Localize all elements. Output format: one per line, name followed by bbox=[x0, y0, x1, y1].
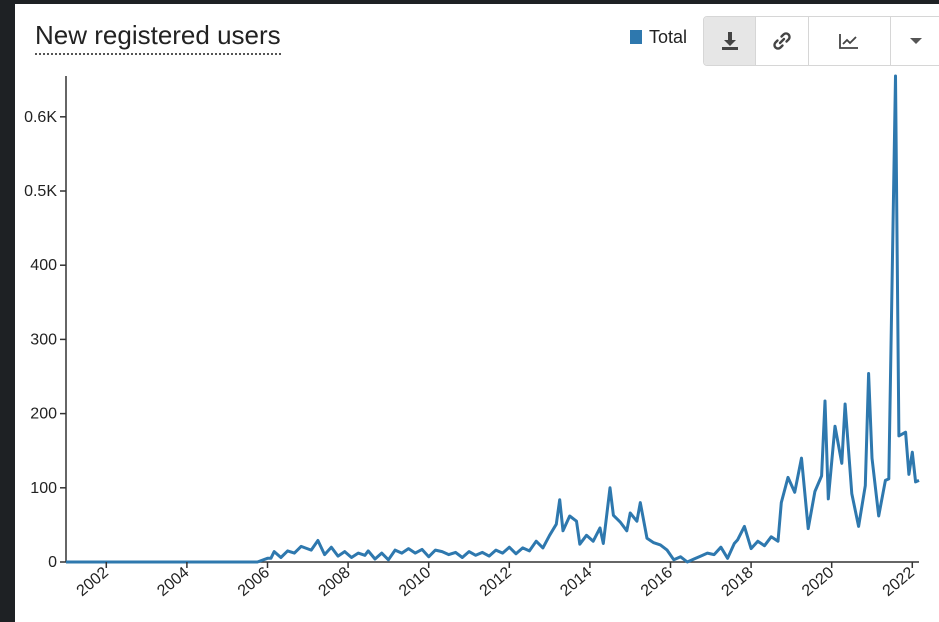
download-icon bbox=[721, 32, 738, 50]
legend-label-total: Total bbox=[649, 26, 688, 47]
x-tick-label: 2018 bbox=[718, 564, 756, 600]
x-tick-label: 2008 bbox=[315, 564, 353, 600]
download-button[interactable] bbox=[704, 17, 757, 65]
y-tick-label: 0.6K bbox=[24, 109, 57, 126]
line-chart-icon bbox=[839, 34, 859, 49]
x-tick-label: 2014 bbox=[557, 564, 595, 600]
chart-panel: New registered users Total bbox=[15, 4, 939, 622]
chart-type-button[interactable] bbox=[809, 17, 891, 65]
x-tick-label: 2004 bbox=[154, 564, 192, 600]
x-tick-label: 2022 bbox=[880, 564, 918, 600]
x-tick-label: 2020 bbox=[799, 564, 837, 600]
x-tick-label: 2002 bbox=[74, 564, 112, 600]
x-tick-label: 2016 bbox=[638, 564, 676, 600]
chart-title: New registered users bbox=[35, 18, 281, 55]
x-tick-label: 2010 bbox=[396, 564, 434, 600]
y-tick-label: 400 bbox=[30, 257, 57, 274]
y-tick-label: 100 bbox=[30, 480, 57, 497]
chart-ticks: 0 100 200 300 400 0.5K 0.6K 2002 2004 2006 2008 201… bbox=[24, 109, 918, 600]
link-icon bbox=[773, 32, 791, 50]
y-tick-label: 200 bbox=[30, 406, 57, 423]
chart-toolbar bbox=[703, 16, 939, 66]
series-line-total bbox=[66, 74, 920, 564]
x-tick-label: 2012 bbox=[477, 564, 515, 600]
copy-link-button[interactable] bbox=[756, 17, 809, 65]
line-chart: 0 100 200 300 400 0.5K 0.6K 2002 2004 2006 2008 201… bbox=[24, 74, 920, 600]
caret-down-icon bbox=[910, 38, 923, 44]
chart-series bbox=[66, 74, 920, 564]
y-tick-label: 300 bbox=[30, 331, 57, 348]
y-tick-label: 0.5K bbox=[24, 183, 57, 200]
chart-legend[interactable]: Total bbox=[630, 26, 687, 48]
legend-swatch bbox=[630, 30, 642, 44]
chart-axes bbox=[65, 76, 919, 563]
y-tick-label: 0 bbox=[48, 554, 57, 571]
chart-menu-button[interactable] bbox=[891, 17, 939, 65]
x-tick-label: 2006 bbox=[235, 564, 273, 600]
